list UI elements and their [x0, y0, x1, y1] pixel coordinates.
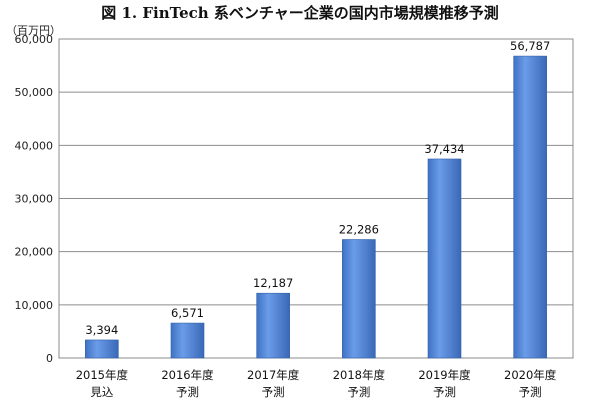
x-category-label: 予測	[262, 385, 285, 399]
bar	[256, 292, 290, 359]
y-tick-label: 10,000	[15, 299, 54, 312]
bar-value-label: 22,286	[339, 223, 379, 237]
bar-value-label: 56,787	[510, 39, 550, 53]
x-category-label: 2018年度	[333, 368, 386, 382]
grid-lines	[59, 91, 573, 306]
bar-value-label: 6,571	[171, 306, 204, 320]
y-axis-unit-label: （百万円）	[6, 24, 61, 37]
bar	[427, 158, 462, 359]
x-category-label: 2017年度	[247, 368, 300, 382]
bar-value-label: 3,394	[85, 323, 118, 337]
bar	[513, 55, 547, 359]
y-tick-label: 30,000	[15, 193, 54, 206]
y-tick-label: 0	[46, 352, 53, 365]
y-tick-label: 40,000	[15, 139, 54, 152]
y-tick-label: 50,000	[15, 86, 54, 99]
chart-title: 図 1. FinTech 系ベンチャー企業の国内市場規模推移予測	[101, 4, 499, 22]
data-labels: 3,394 6,571 12,187 22,286 37,434 56,787	[85, 39, 550, 337]
bar	[85, 339, 119, 359]
bar-value-label: 37,434	[424, 142, 464, 156]
x-category-label: 2020年度	[504, 368, 557, 382]
x-category-label: 予測	[519, 385, 542, 399]
x-category-label: 予測	[347, 385, 370, 399]
x-category-label: 予測	[433, 385, 456, 399]
bar-value-label: 12,187	[253, 276, 293, 290]
bars	[85, 55, 547, 359]
x-axis-category-labels: 2015年度見込2016年度予測2017年度予測2018年度予測2019年度予測…	[76, 368, 557, 399]
y-axis-ticks: 0 10,000 20,000 30,000 40,000 50,000 60,000	[15, 33, 54, 365]
x-category-label: 2016年度	[161, 368, 214, 382]
x-category-label: 2015年度	[76, 368, 129, 382]
x-category-label: 予測	[176, 385, 199, 399]
y-tick-label: 20,000	[15, 246, 54, 259]
x-category-label: 2019年度	[418, 368, 471, 382]
bar	[170, 322, 205, 359]
y-tick-label: 60,000	[15, 33, 54, 46]
bar	[342, 239, 376, 359]
x-category-label: 見込	[90, 385, 113, 399]
